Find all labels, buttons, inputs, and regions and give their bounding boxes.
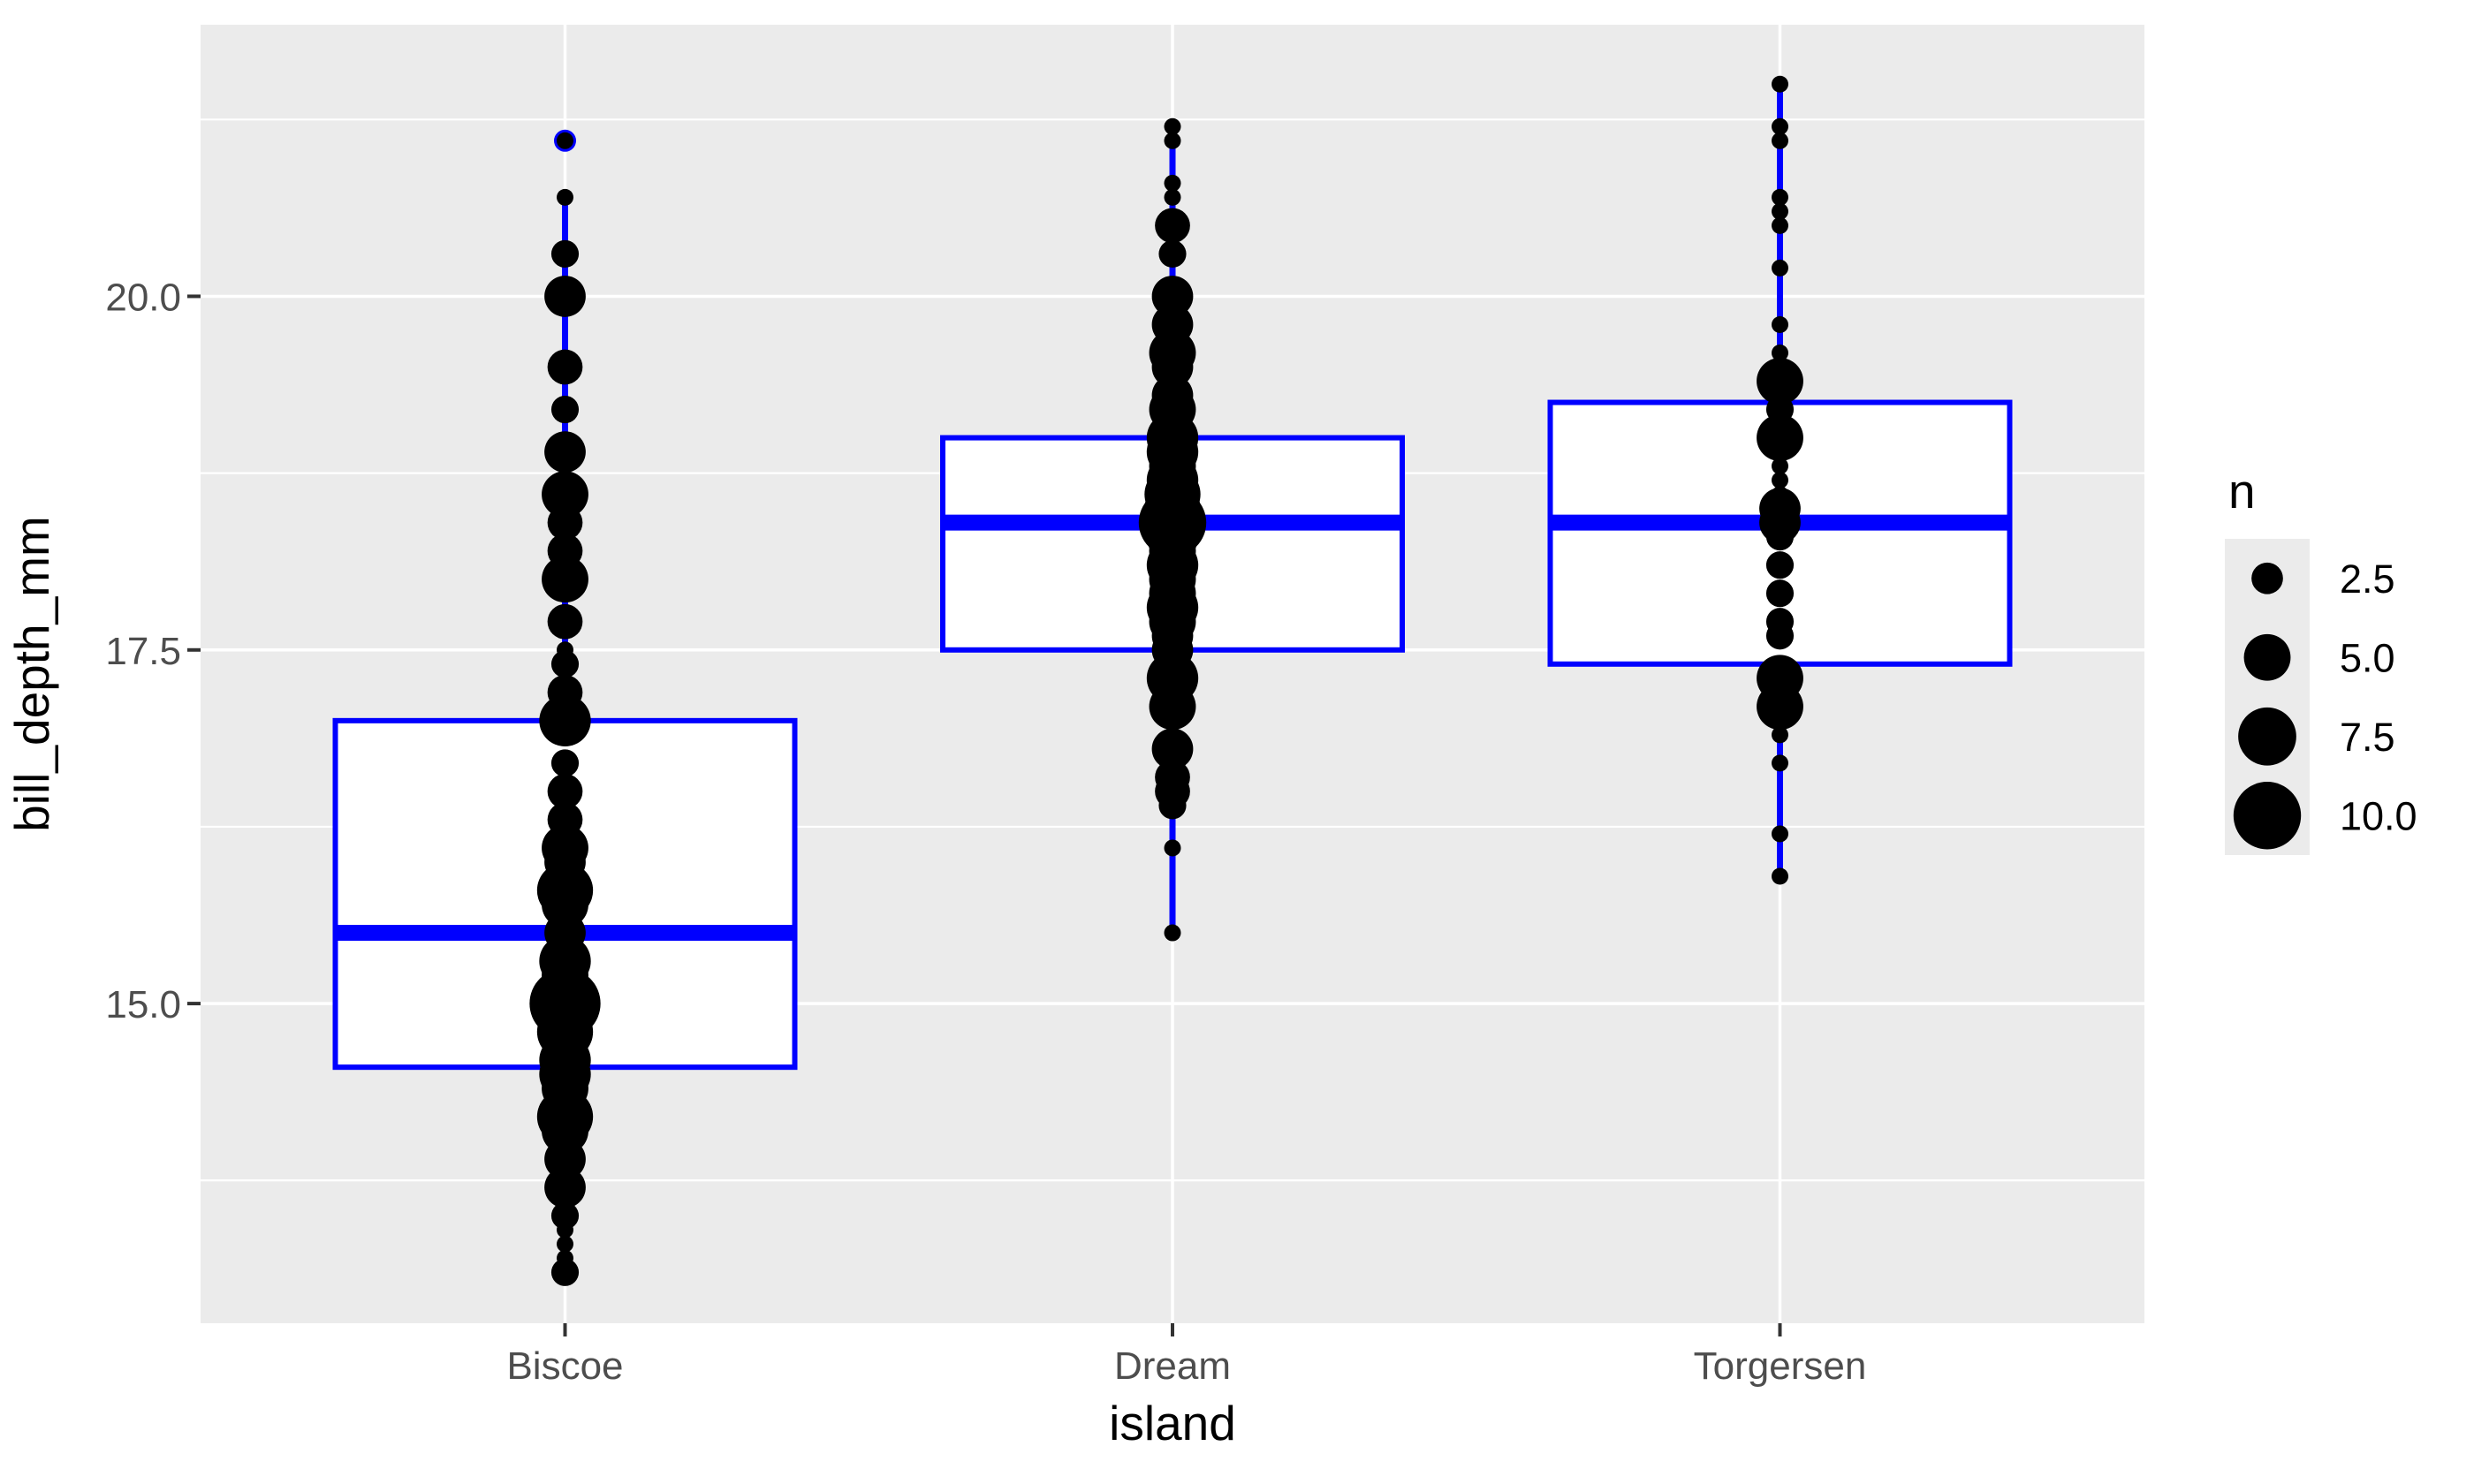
legend-dot	[2243, 633, 2291, 681]
count-dot	[544, 1166, 586, 1208]
axes: 15.0 17.5 20.0 Biscoe Dream Torgersen	[105, 276, 1866, 1388]
count-dot	[542, 471, 588, 519]
count-dot	[550, 1258, 580, 1286]
count-dot	[1151, 276, 1194, 317]
y-tick-label: 17.5	[105, 630, 181, 673]
count-dots	[529, 75, 1803, 1286]
count-dot	[550, 239, 580, 268]
legend-keys: 2.5 5.0 7.5 10.0	[2225, 539, 2417, 855]
count-dot	[1772, 188, 1788, 206]
count-dot	[550, 1201, 580, 1230]
count-dot	[1155, 208, 1190, 244]
count-dot	[1772, 867, 1788, 885]
count-dot	[1765, 579, 1795, 608]
legend-dot	[2233, 782, 2302, 850]
count-dot	[1151, 346, 1194, 388]
count-dot	[1164, 117, 1181, 135]
count-dot	[544, 1138, 586, 1180]
count-dot	[1757, 358, 1803, 405]
count-dot	[1772, 754, 1788, 772]
count-dot	[1772, 259, 1788, 276]
count-dot	[1772, 472, 1788, 489]
count-dot	[1757, 414, 1803, 462]
y-axis-title: bill_depth_mm	[4, 516, 59, 832]
count-dot	[1164, 132, 1181, 149]
legend-label: 2.5	[2340, 556, 2395, 602]
count-dot	[1772, 117, 1788, 135]
count-dot	[1164, 839, 1181, 857]
count-dot	[550, 650, 580, 678]
x-tick-label: Dream	[1114, 1344, 1231, 1388]
count-dot	[1149, 683, 1196, 731]
count-dot	[1772, 202, 1788, 220]
count-dot	[1772, 315, 1788, 333]
x-axis-title: island	[1109, 1396, 1236, 1450]
count-dot	[1765, 523, 1795, 551]
legend-label: 5.0	[2340, 635, 2395, 680]
count-dot	[1772, 344, 1788, 362]
count-dot	[544, 431, 586, 473]
count-dot	[550, 395, 580, 424]
count-dot	[1772, 458, 1788, 475]
count-dot	[1772, 726, 1788, 744]
count-dot	[557, 1235, 573, 1253]
count-dot	[1765, 622, 1795, 650]
count-dot	[1772, 216, 1788, 234]
legend-title: n	[2228, 464, 2256, 519]
count-dot	[544, 276, 586, 317]
x-tick-label: Biscoe	[506, 1344, 623, 1388]
count-dot	[542, 556, 588, 603]
count-dot	[539, 694, 591, 747]
count-dot	[1164, 174, 1181, 192]
count-dot	[550, 749, 580, 777]
size-legend: n 2.5 5.0 7.5 10.0	[2225, 464, 2417, 855]
count-dot	[1772, 75, 1788, 93]
legend-label: 7.5	[2340, 715, 2395, 760]
count-dot	[547, 774, 583, 809]
count-dot	[547, 504, 583, 541]
count-dot	[557, 132, 573, 149]
count-dot	[557, 188, 573, 206]
count-dot	[1158, 239, 1187, 268]
count-dot	[547, 349, 583, 385]
legend-label: 10.0	[2340, 793, 2417, 838]
count-dot	[1772, 825, 1788, 843]
count-dot	[547, 603, 583, 640]
count-dot	[1757, 683, 1803, 731]
count-dot	[1164, 188, 1181, 206]
legend-dot	[2238, 707, 2296, 766]
count-dot	[557, 1221, 573, 1238]
y-tick-label: 20.0	[105, 276, 181, 319]
legend-dot	[2251, 562, 2283, 594]
count-dot	[1158, 791, 1187, 820]
x-tick-label: Torgersen	[1694, 1344, 1867, 1388]
count-dot	[1772, 132, 1788, 149]
count-dot	[1765, 551, 1795, 579]
y-tick-label: 15.0	[105, 983, 181, 1026]
count-dot	[1151, 728, 1194, 770]
count-dot	[1164, 924, 1181, 942]
